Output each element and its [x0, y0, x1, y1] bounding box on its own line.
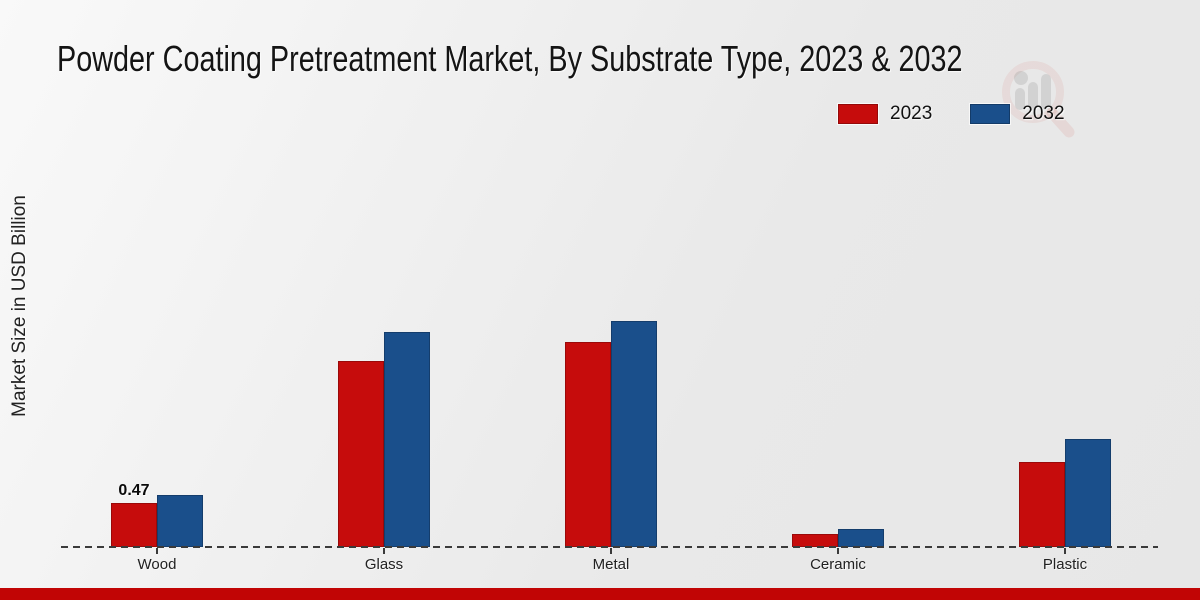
- category-label-wood: Wood: [137, 556, 177, 573]
- x-axis-tick: [610, 548, 612, 554]
- bar-2023-wood: [111, 503, 157, 547]
- legend: 2023 2032: [838, 103, 1065, 125]
- chart-title: Powder Coating Pretreatment Market, By S…: [57, 38, 963, 79]
- x-axis-tick: [156, 548, 158, 554]
- x-axis-baseline: [61, 546, 1158, 548]
- x-axis-tick: [383, 548, 385, 554]
- bar-2023-glass: [338, 361, 384, 547]
- category-label-ceramic: Ceramic: [810, 556, 866, 573]
- x-axis-tick: [837, 548, 839, 554]
- bar-2032-plastic: [1065, 439, 1111, 547]
- watermark-logo-icon: [1002, 61, 1075, 138]
- category-label-glass: Glass: [364, 556, 404, 573]
- bar-2023-metal: [565, 342, 611, 547]
- bottom-accent-bar: [0, 588, 1200, 600]
- legend-swatch-2032: [970, 104, 1011, 124]
- bar-2032-metal: [611, 321, 657, 547]
- legend-label-2032: 2032: [1022, 103, 1065, 124]
- bar-2032-ceramic: [838, 529, 884, 547]
- legend-item-2032: 2032: [970, 103, 1065, 125]
- legend-swatch-2023: [838, 104, 878, 124]
- bar-2032-wood: [157, 495, 203, 547]
- category-label-plastic: Plastic: [1042, 556, 1088, 573]
- bar-2023-plastic: [1019, 462, 1065, 547]
- legend-label-2023: 2023: [890, 103, 933, 124]
- legend-item-2023: 2023: [838, 103, 932, 125]
- bar-2032-glass: [384, 332, 430, 547]
- x-axis-tick: [1064, 548, 1066, 554]
- category-label-metal: Metal: [592, 556, 630, 573]
- bar-value-label: 0.47: [118, 482, 150, 499]
